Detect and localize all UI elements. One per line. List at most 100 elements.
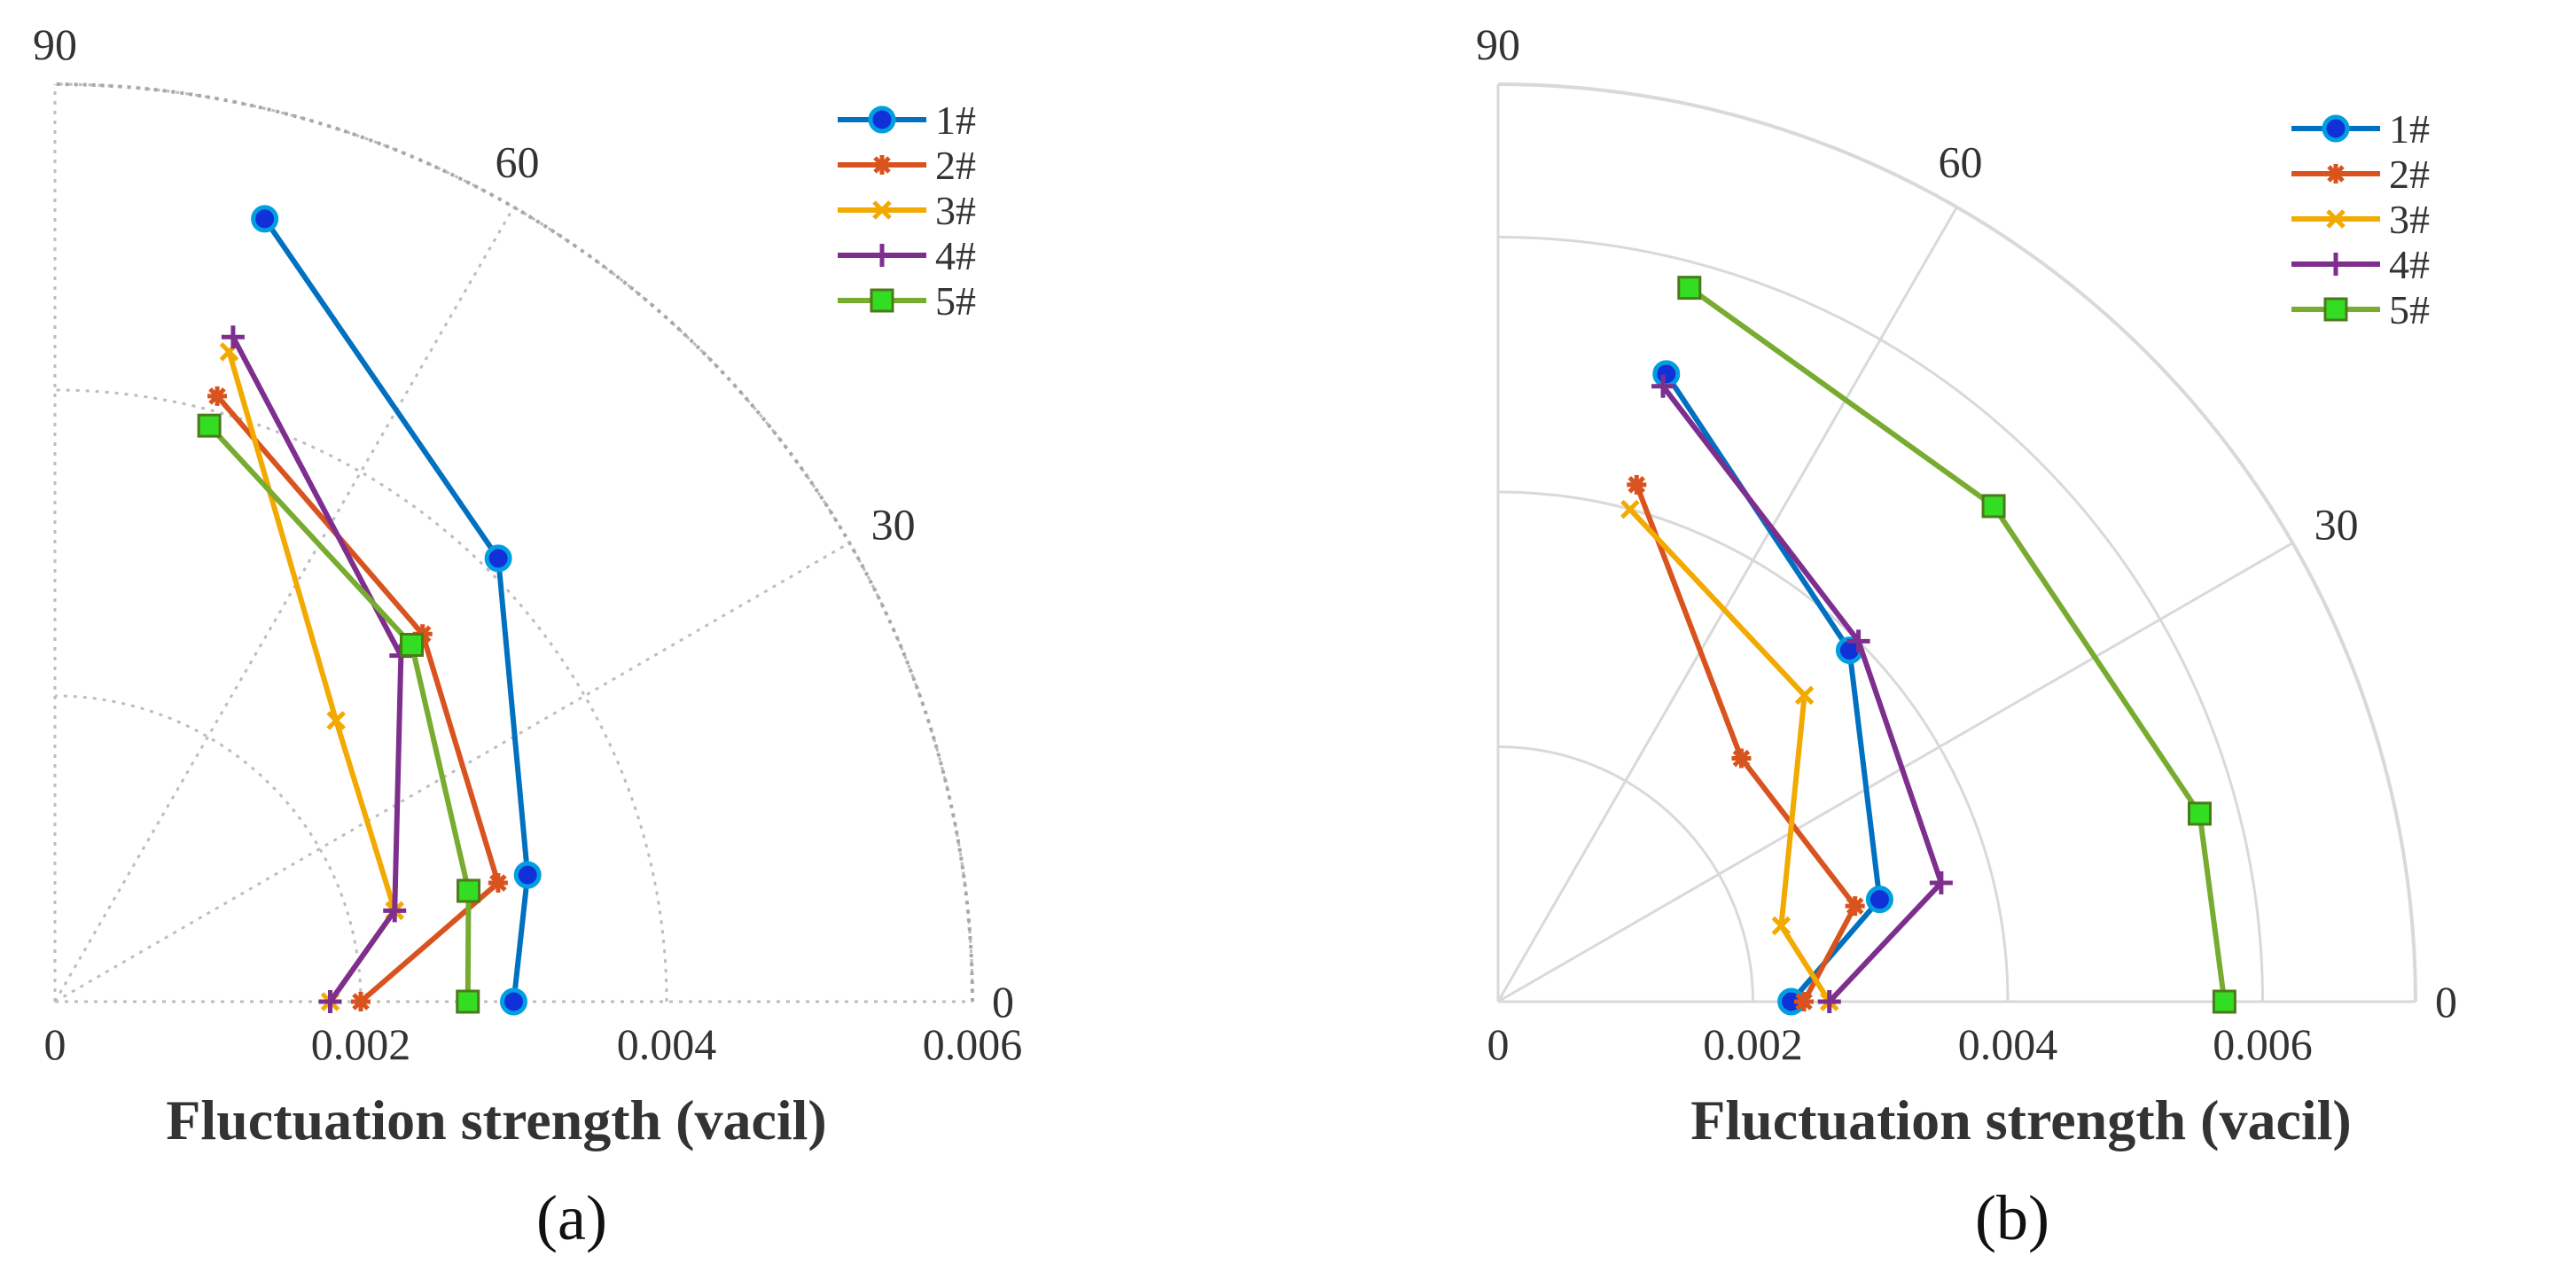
angle-tick-label: 30 — [2314, 500, 2359, 550]
data-point — [500, 987, 527, 1016]
series-line — [215, 394, 501, 1004]
legend-label: 4# — [935, 233, 976, 278]
data-point — [484, 544, 512, 573]
legend-item: 2# — [838, 143, 976, 188]
outer-arc — [1497, 82, 2417, 1003]
angle-tick-label: 90 — [33, 20, 77, 69]
data-point — [1794, 685, 1815, 706]
grid-arc — [1497, 490, 2010, 1003]
radial-tick-label: 0.002 — [311, 1019, 411, 1069]
legend-marker — [872, 200, 892, 220]
series-1 — [251, 205, 542, 1016]
data-point — [1845, 896, 1865, 917]
chart-panel-b: 0 30 60 90 0 0.002 0.004 0.006 Fluctuation stren… — [1476, 20, 2457, 1253]
legend-item: 4# — [838, 233, 976, 278]
series-line — [1660, 384, 1944, 1004]
radial-tick-label: 0.006 — [2213, 1019, 2313, 1069]
data-point — [1652, 360, 1681, 388]
series-line — [230, 335, 404, 1003]
legend-item: 1# — [838, 98, 976, 143]
data-point — [318, 990, 342, 1013]
data-point — [2212, 989, 2236, 1014]
data-point — [383, 899, 407, 923]
chart-panel-a: 0 30 60 90 0 0.002 0.004 0.006 Fluctuation stren… — [33, 20, 1022, 1253]
grid-arc — [54, 388, 668, 1003]
grid-arc — [54, 694, 363, 1003]
polar-grid — [53, 82, 974, 1003]
data-point — [251, 205, 279, 233]
axis-label: Fluctuation strength (vacil) — [1690, 1089, 2351, 1151]
legend-marker — [2322, 114, 2350, 143]
radial-tick-label: 0 — [44, 1019, 66, 1069]
legend-item: 2# — [2291, 152, 2430, 197]
angle-tick-label: 0 — [992, 977, 1014, 1026]
grid-spoke — [53, 206, 515, 1003]
data-point — [1771, 916, 1791, 936]
legend-item: 1# — [2291, 106, 2430, 152]
data-point — [1794, 992, 1814, 1011]
data-point — [351, 992, 371, 1011]
angle-tick-label: 30 — [871, 500, 916, 550]
grid-spoke — [54, 542, 851, 1003]
series-5 — [1677, 276, 2236, 1014]
panel-label: (a) — [536, 1182, 607, 1253]
series-line — [226, 351, 398, 1003]
data-point — [488, 873, 508, 894]
legend-label: 3# — [2389, 197, 2430, 242]
data-point — [197, 413, 222, 438]
angle-tick-label: 60 — [496, 137, 540, 186]
legend-marker — [2326, 209, 2346, 229]
angle-tick-label: 90 — [1476, 20, 1520, 69]
series-3 — [219, 342, 404, 1011]
legend-marker — [2324, 253, 2347, 276]
data-point — [1929, 871, 1953, 895]
legend-label: 5# — [2389, 287, 2430, 332]
legend-marker — [2326, 164, 2346, 183]
data-point — [1846, 629, 1870, 653]
data-point — [1620, 499, 1640, 519]
legend-item: 5# — [838, 278, 976, 324]
data-point — [1627, 474, 1647, 495]
radial-tick-label: 0.004 — [617, 1019, 717, 1069]
legend-label: 2# — [935, 143, 976, 188]
data-point — [1981, 494, 2006, 519]
outer-arc — [54, 82, 974, 1003]
radial-tick-label: 0.004 — [1958, 1019, 2058, 1069]
series-line — [1688, 285, 2228, 1003]
legend-label: 3# — [935, 188, 976, 233]
angle-tick-label: 0 — [2435, 977, 2457, 1026]
radial-tick-label: 0.006 — [923, 1019, 1023, 1069]
radial-tick-label: 0 — [1487, 1019, 1510, 1069]
legend-item: 5# — [2291, 287, 2430, 332]
legend-marker — [868, 105, 896, 134]
legend-label: 2# — [2389, 152, 2430, 197]
data-point — [400, 632, 425, 657]
series-2 — [1627, 474, 1865, 1011]
data-point — [457, 878, 481, 903]
polar-grid — [1496, 82, 2417, 1003]
legend-marker — [872, 155, 892, 175]
legend-item: 4# — [2291, 242, 2430, 287]
legend-marker — [870, 244, 894, 267]
legend-marker — [870, 288, 894, 313]
data-point — [1651, 374, 1675, 398]
data-point — [1731, 748, 1752, 769]
legend-label: 5# — [935, 278, 976, 324]
legend-label: 1# — [2389, 106, 2430, 152]
series-line — [262, 217, 531, 1003]
series-3 — [1620, 499, 1839, 1011]
grid-arc — [1497, 745, 1754, 1003]
legend-label: 4# — [2389, 242, 2430, 287]
grid-arc — [54, 82, 974, 1003]
data-point — [1677, 276, 1702, 300]
data-point — [207, 386, 228, 406]
grid-spoke — [1496, 206, 1958, 1003]
series-4 — [1651, 374, 1953, 1013]
axis-label: Fluctuation strength (vacil) — [166, 1089, 826, 1151]
data-point — [456, 989, 480, 1014]
data-point — [513, 861, 542, 889]
grid-arc — [1497, 236, 2264, 1003]
panel-label: (b) — [1975, 1182, 2049, 1253]
legend-label: 1# — [935, 98, 976, 143]
